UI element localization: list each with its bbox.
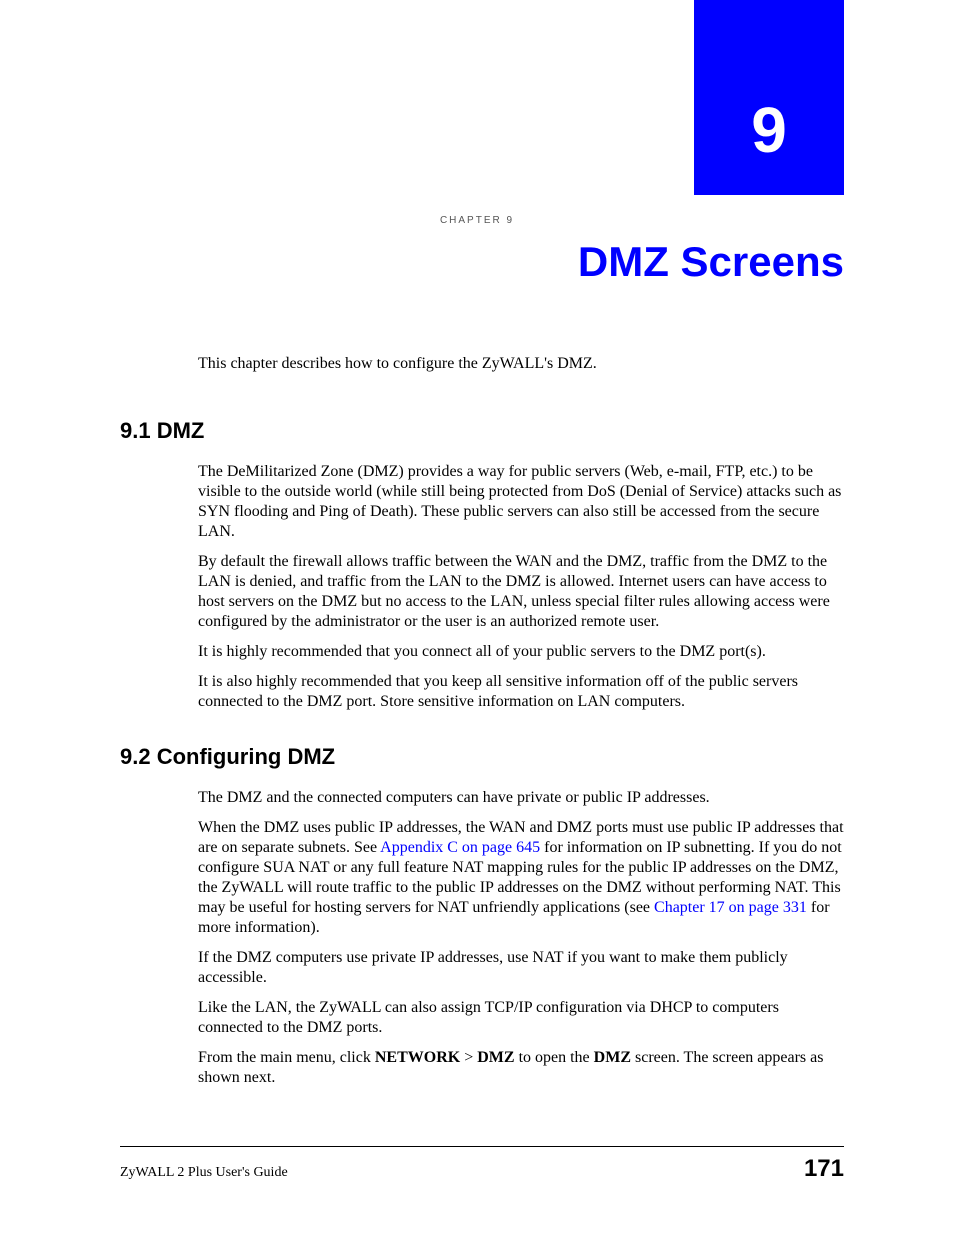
text-run: From the main menu, click <box>198 1049 375 1066</box>
body-paragraph: If the DMZ computers use private IP addr… <box>198 948 844 988</box>
page-number: 171 <box>804 1155 844 1183</box>
chapter-number-badge: 9 <box>694 0 844 195</box>
page-footer: ZyWALL 2 Plus User's Guide 171 <box>120 1146 844 1183</box>
chapter-title: DMZ Screens <box>578 238 844 286</box>
footer-doc-title: ZyWALL 2 Plus User's Guide <box>120 1165 288 1181</box>
body-paragraph: From the main menu, click NETWORK > DMZ … <box>198 1048 844 1088</box>
body-paragraph: It is highly recommended that you connec… <box>198 642 844 662</box>
chapter-intro: This chapter describes how to configure … <box>198 355 844 373</box>
body-paragraph: The DeMilitarized Zone (DMZ) provides a … <box>198 462 844 542</box>
cross-ref-link[interactable]: Chapter 17 on page 331 <box>654 899 807 916</box>
ui-path-segment: DMZ <box>477 1049 514 1066</box>
section-heading-9-2: 9.2 Configuring DMZ <box>120 744 844 770</box>
text-run: to open the <box>515 1049 594 1066</box>
chapter-number: 9 <box>751 93 787 167</box>
section-heading-9-1: 9.1 DMZ <box>120 418 844 444</box>
document-page: 9 CHAPTER 9 DMZ Screens This chapter des… <box>0 0 954 1235</box>
body-paragraph: It is also highly recommended that you k… <box>198 672 844 712</box>
text-run: > <box>460 1049 477 1066</box>
ui-path-segment: NETWORK <box>375 1049 460 1066</box>
body-paragraph: By default the firewall allows traffic b… <box>198 552 844 632</box>
content-area: This chapter describes how to configure … <box>120 355 844 1098</box>
body-paragraph: Like the LAN, the ZyWALL can also assign… <box>198 998 844 1038</box>
ui-screen-name: DMZ <box>594 1049 631 1066</box>
body-paragraph: The DMZ and the connected computers can … <box>198 788 844 808</box>
cross-ref-link[interactable]: Appendix C on page 645 <box>380 839 540 856</box>
body-paragraph: When the DMZ uses public IP addresses, t… <box>198 818 844 938</box>
chapter-subhead: CHAPTER 9 <box>0 215 954 226</box>
